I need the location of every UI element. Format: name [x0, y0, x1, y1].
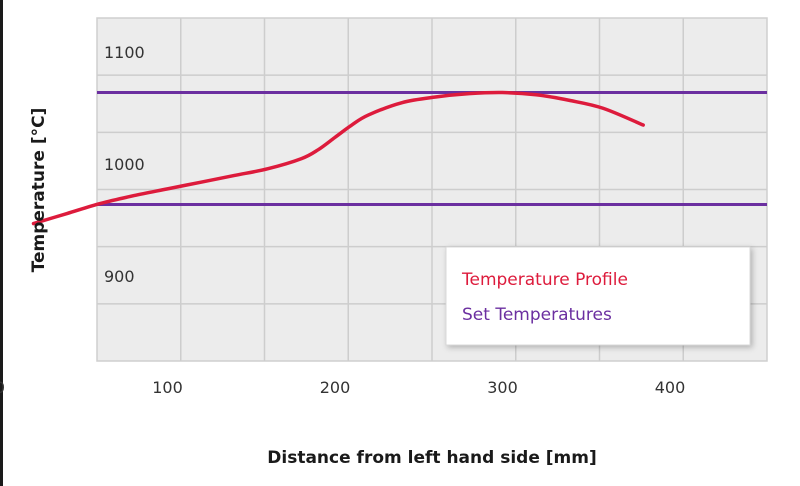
y-tick-label: 1100	[104, 43, 145, 62]
x-tick-labels: 0 100 200 300 400	[0, 378, 685, 397]
y-tick-labels: 1100 1000 900	[104, 43, 145, 286]
x-tick-label: 100	[152, 378, 183, 397]
legend-entry-temperature-profile: Temperature Profile	[461, 270, 628, 290]
x-tick-label: 200	[320, 378, 351, 397]
temperature-profile-line	[31, 90, 645, 226]
x-tick-label: 400	[655, 378, 686, 397]
x-axis-title: Distance from left hand side [mm]	[267, 448, 596, 468]
y-tick-label: 1000	[104, 155, 145, 174]
window-frame-edge	[0, 0, 3, 486]
set-temperature-lines	[97, 91, 767, 207]
legend: Temperature Profile Set Temperatures	[445, 246, 751, 346]
legend-box	[445, 246, 751, 346]
legend-entry-set-temperatures: Set Temperatures	[462, 305, 612, 325]
y-tick-label: 900	[104, 267, 135, 286]
x-tick-label: 300	[487, 378, 518, 397]
y-axis-title: Temperature [°C]	[29, 108, 49, 273]
x-tick-label: 0	[0, 378, 5, 397]
